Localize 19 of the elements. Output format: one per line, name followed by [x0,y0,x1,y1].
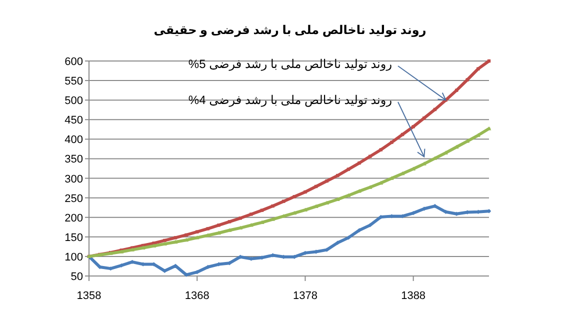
y-tick-label: 550 [64,76,83,88]
y-tick-label: 400 [64,134,83,146]
y-tick-label: 450 [64,114,83,127]
y-tick-label: 250 [64,192,83,205]
x-tick-label: 1388 [401,290,426,302]
annotation: روند تولید ناخالص ملی با رشد فرضی 5% [188,57,392,71]
y-tick-label: 100 [64,251,83,264]
y-tick-label: 50 [70,271,83,283]
x-tick-label: 1378 [292,290,318,302]
y-tick-label: 150 [64,232,83,244]
chart-title: روند تولید ناخالص ملی با رشد فرضی و حقیقی [154,23,426,37]
x-tick-label: 1368 [184,290,210,302]
x-tick-label: 1358 [76,290,102,302]
y-tick-label: 350 [64,154,83,166]
annotation: روند تولید ناخالص ملی با رشد فرضی 4% [188,93,392,107]
y-tick-label: 500 [64,95,83,108]
y-tick-label: 300 [64,173,83,186]
y-tick-label: 200 [64,212,83,224]
y-tick-label: 600 [64,56,83,68]
